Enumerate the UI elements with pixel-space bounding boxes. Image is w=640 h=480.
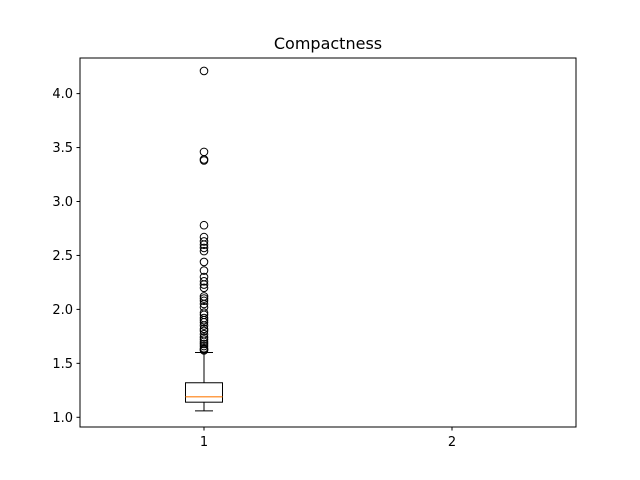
x-tick-label: 2 — [448, 435, 456, 450]
y-tick-label: 3.5 — [52, 141, 73, 156]
y-tick-label: 2.0 — [52, 303, 73, 318]
chart-title: Compactness — [274, 34, 382, 53]
y-tick-label: 2.5 — [52, 249, 73, 264]
y-tick-label: 4.0 — [52, 87, 73, 102]
y-tick-label: 1.5 — [52, 357, 73, 372]
y-tick-label: 3.0 — [52, 195, 73, 210]
x-tick-label: 1 — [200, 435, 208, 450]
y-tick-label: 1.0 — [52, 411, 73, 426]
